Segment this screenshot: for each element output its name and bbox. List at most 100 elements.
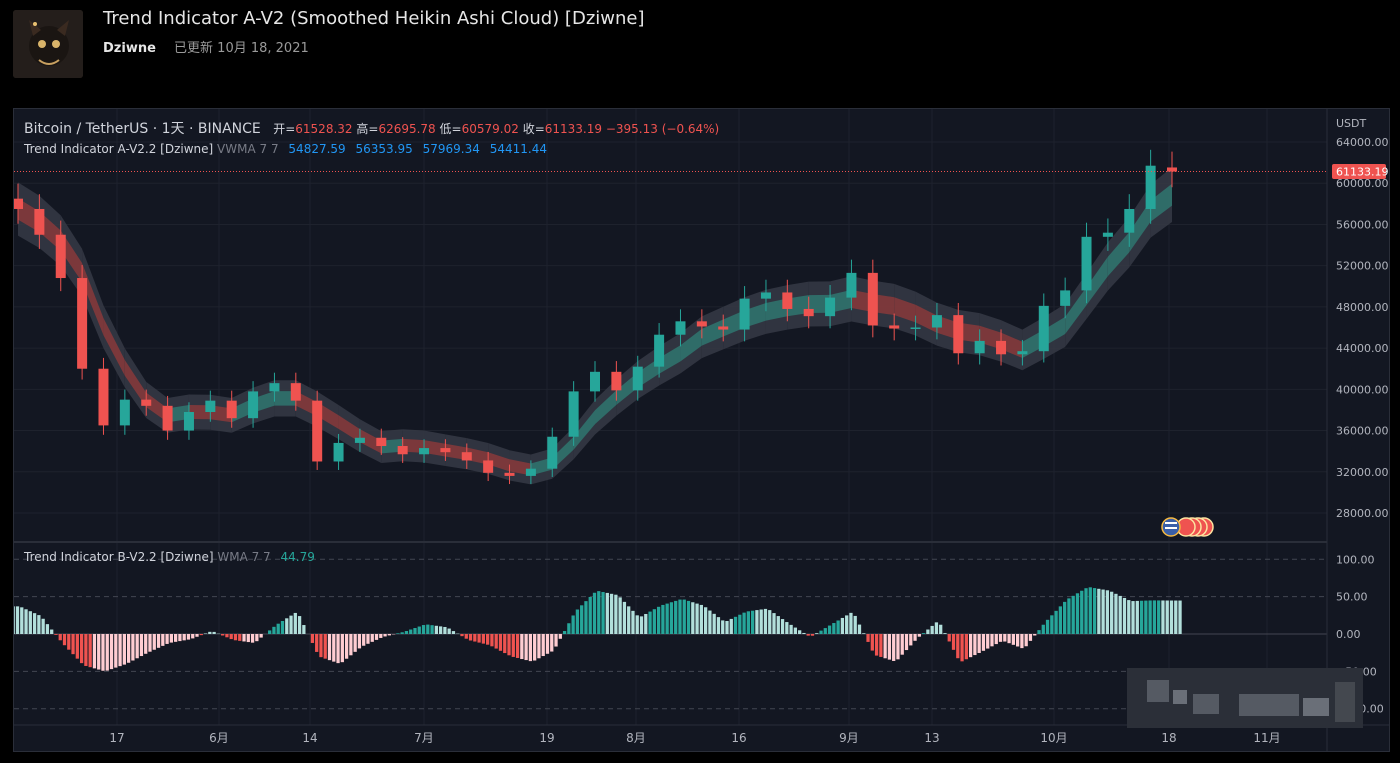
histogram-bar xyxy=(421,625,426,634)
histogram-bar xyxy=(567,623,571,634)
last-price-tag: 61133.19 xyxy=(1332,164,1389,180)
candle-body xyxy=(611,371,622,391)
histogram-bar xyxy=(460,634,464,637)
time-axis[interactable]: 17 6月 14 7月 19 8月 16 9月 13 10月 18 11月 xyxy=(109,731,1280,745)
histogram-bar xyxy=(926,629,930,634)
histogram-bar xyxy=(413,628,417,634)
close-label: 收= xyxy=(522,122,545,136)
high-value: 62695.78 xyxy=(378,122,436,136)
histogram-bar xyxy=(174,634,178,642)
histogram-bar xyxy=(1041,624,1045,634)
histogram-bar xyxy=(1063,601,1067,634)
histogram-bar xyxy=(896,634,900,660)
symbol-name[interactable]: Bitcoin / TetherUS · 1天 · BINANCE xyxy=(24,121,261,137)
candle-body xyxy=(376,437,387,447)
histogram-bar xyxy=(464,634,468,639)
time-tick-label: 8月 xyxy=(626,731,646,745)
candle-body xyxy=(1017,351,1028,355)
time-tick-label: 14 xyxy=(302,731,317,745)
histogram-bar xyxy=(212,631,216,634)
cloud-core xyxy=(381,438,403,454)
histogram-bar xyxy=(349,634,353,656)
cloud-core xyxy=(958,322,980,343)
histogram-bar xyxy=(584,601,588,634)
cloud-core xyxy=(1001,332,1023,359)
histogram-bar xyxy=(887,634,892,660)
time-tick-label: 10月 xyxy=(1040,731,1067,745)
histogram-bar xyxy=(883,634,887,659)
histogram-bar xyxy=(362,634,366,646)
indicator-b-legend[interactable]: Trend Indicator B-V2.2 [Dziwne] WMA 7 7 … xyxy=(24,550,315,564)
avatar-image xyxy=(13,10,83,78)
histogram-bar xyxy=(943,633,947,634)
cloud-core xyxy=(1065,286,1087,335)
histogram-bar xyxy=(1139,600,1144,634)
price-tick-label: 28000.00 xyxy=(1336,507,1389,520)
open-value: 61528.32 xyxy=(295,122,353,136)
histogram-bar xyxy=(588,596,592,634)
price-axis[interactable]: USDT 64000.00 60000.00 56000.00 52000.00 480… xyxy=(1336,117,1389,520)
histogram-bar xyxy=(1152,600,1157,634)
histogram-bar xyxy=(24,609,28,634)
histogram-bar xyxy=(960,634,964,662)
histogram-bar xyxy=(165,634,169,644)
chart-canvas[interactable]: USDT 64000.00 60000.00 56000.00 52000.00 480… xyxy=(7,109,1389,751)
histogram-bar xyxy=(310,634,315,643)
histogram-bar xyxy=(977,634,981,653)
cloud-core xyxy=(851,289,873,312)
histogram-bar xyxy=(1118,595,1122,634)
histogram-bar xyxy=(1157,600,1161,634)
indicator-a-legend[interactable]: Trend Indicator A-V2.2 [Dziwne] VWMA 7 7… xyxy=(24,142,547,156)
histogram-bar xyxy=(930,625,934,634)
indicator-a-values: 54827.59 56353.95 57969.34 54411.44 xyxy=(282,142,547,156)
candle-body xyxy=(590,371,600,392)
cloud-core xyxy=(1129,200,1151,253)
candle-body xyxy=(654,334,665,367)
histogram-bar xyxy=(810,634,815,636)
histogram-bar xyxy=(20,607,24,634)
cloud-core xyxy=(573,410,595,450)
histogram-bar xyxy=(879,634,883,657)
histogram-bar xyxy=(11,606,15,634)
cloud-core xyxy=(82,263,104,336)
histogram-bar xyxy=(1174,600,1178,634)
histogram-bar xyxy=(934,622,939,634)
chart-frame[interactable]: USDT 64000.00 60000.00 56000.00 52000.00 480… xyxy=(7,108,1390,752)
script-title: Trend Indicator A-V2 (Smoothed Heikin As… xyxy=(103,8,645,29)
histogram-bar xyxy=(1080,590,1084,634)
candle-body xyxy=(419,448,430,455)
author-name[interactable]: Dziwne xyxy=(103,41,156,56)
histogram-bar xyxy=(575,609,580,634)
cloud-core xyxy=(552,436,574,470)
histogram-bar xyxy=(186,634,191,640)
cloud-core xyxy=(1043,316,1066,347)
histogram-bar xyxy=(832,623,836,634)
change-value: −395.13 (−0.64%) xyxy=(605,122,720,136)
histogram-bar xyxy=(554,634,558,647)
histogram-bar xyxy=(1178,600,1182,634)
histogram-bar xyxy=(1148,600,1152,634)
histogram-bar xyxy=(268,630,272,634)
histogram-bar xyxy=(815,633,819,634)
histogram-bar xyxy=(315,634,319,652)
candle-body xyxy=(504,472,515,476)
histogram-bar xyxy=(755,610,759,634)
histogram-bar xyxy=(156,634,161,648)
cloud-core xyxy=(680,328,702,362)
candle-body xyxy=(1060,290,1071,306)
histogram-bar xyxy=(242,634,246,642)
histogram-bar xyxy=(874,634,879,656)
cloud-core xyxy=(894,297,916,323)
candle-body xyxy=(183,412,194,431)
histogram-bar xyxy=(951,634,956,650)
price-tick-label: 32000.00 xyxy=(1336,466,1389,479)
histogram-bar xyxy=(981,634,986,651)
histogram-bar xyxy=(276,623,280,634)
cloud-core xyxy=(317,402,339,429)
author-avatar[interactable] xyxy=(13,10,83,78)
histogram-bar xyxy=(597,591,601,634)
events-flags[interactable] xyxy=(1161,517,1214,537)
histogram-bar xyxy=(845,615,849,634)
oscillator-tick-label: 100.00 xyxy=(1336,553,1375,566)
histogram-bar xyxy=(635,615,639,634)
